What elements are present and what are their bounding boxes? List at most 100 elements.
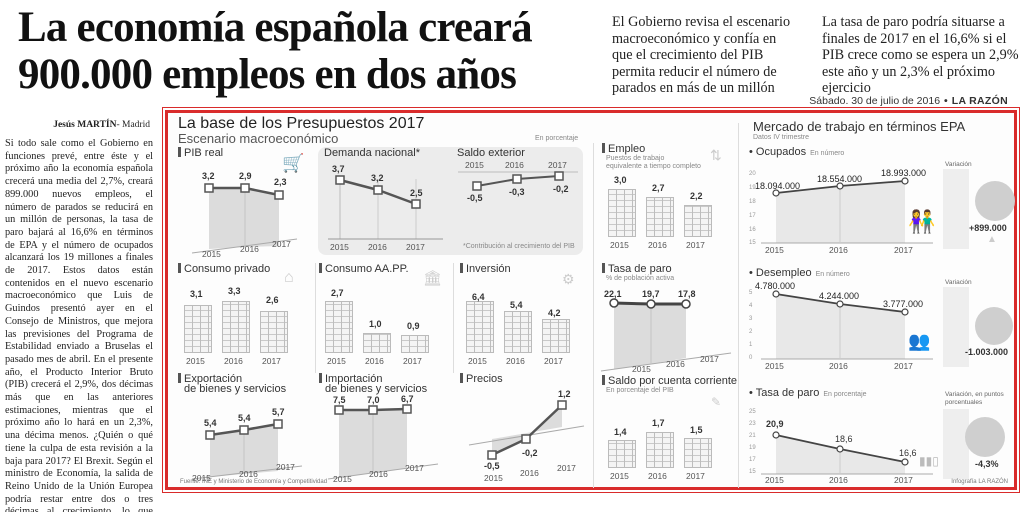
value-2016: 4.244.000: [819, 291, 860, 301]
value-2017: 2,5: [410, 188, 423, 198]
epa-title: Mercado de trabajo en términos EPA: [753, 119, 966, 134]
bar-2015: [466, 301, 494, 353]
panel-saldo-exterior: Saldo exterior 2015 2016 2017 -0,5 -0,3 …: [453, 147, 583, 255]
value-2016: 19,7: [642, 289, 660, 299]
panel-importacion: Importación de bienes y servicios 7,5 7,0…: [313, 373, 451, 485]
year-label: 2015: [192, 473, 211, 483]
value-2015: 4.780.000: [755, 281, 796, 291]
value-2016: 1,7: [652, 418, 665, 428]
value-2017: -0,2: [553, 184, 569, 194]
tasa-paro-epa-label: • Tasa de paro En porcentaje: [749, 387, 867, 399]
panel-title: Saldo por cuenta corriente: [602, 375, 737, 387]
bar-chart-icon: ▮▮▯: [919, 454, 939, 468]
y-tick: 19: [749, 445, 756, 451]
year-label: 2016: [368, 242, 387, 252]
value-2015: 7,5: [333, 395, 346, 405]
precios-chart: [468, 400, 585, 460]
location: - Madrid: [116, 120, 150, 130]
variation-circle: [975, 307, 1013, 345]
panel-title: PIB real: [178, 147, 223, 159]
year-label: 2015: [765, 475, 784, 485]
y-tick: 15: [749, 240, 756, 246]
year-label: 2016: [520, 468, 539, 478]
desempleo-label: • Desempleo En número: [749, 267, 850, 279]
year-label: 2016: [239, 469, 258, 479]
value-2017: 5,7: [272, 407, 285, 417]
divider: [453, 263, 454, 373]
infographic-title: La base de los Presupuestos 2017: [178, 115, 425, 132]
infographic-subtitle: Escenario macroeconómico: [178, 131, 339, 146]
y-tick: 0: [749, 355, 753, 361]
panel-epa: Mercado de trabajo en términos EPA Datos…: [743, 119, 1015, 489]
panel-title: Inversión: [460, 263, 511, 275]
year-label: 2017: [894, 361, 913, 371]
year-label: 2015: [765, 245, 784, 255]
value-2016: 3,2: [371, 173, 384, 183]
y-tick: 2: [749, 329, 753, 335]
infographic: La base de los Presupuestos 2017 Escenar…: [162, 107, 1020, 493]
bar-2017: [260, 311, 288, 353]
y-tick: 20: [749, 171, 756, 177]
demanda-chart: [328, 175, 443, 240]
author: Jesús MARTÍN: [53, 120, 117, 130]
dateline: Sábado. 30 de julio de 2016 • LA RAZÓN: [809, 95, 1008, 107]
panel-note: En porcentaje del PIB: [606, 387, 674, 394]
epa-subtitle: Datos IV trimestre: [753, 134, 810, 141]
year-label: 2016: [829, 475, 848, 485]
value-2015: 1,4: [614, 427, 627, 437]
panel-inversion: Inversión ⚙ 6,4 5,4 4,2 2015 2016 2017: [454, 263, 592, 371]
variation-column: [943, 409, 969, 479]
year-label: 2015: [465, 160, 484, 170]
year-label: 2016: [224, 356, 243, 366]
headline: La economía española creará 900.000 empl…: [18, 4, 533, 98]
panel-title: Consumo AA.PP.: [319, 263, 409, 275]
bar-2016: [646, 432, 674, 468]
bar-2017: [684, 205, 712, 237]
y-tick: 21: [749, 433, 756, 439]
panel-note: % de población activa: [606, 275, 675, 282]
variation-value: -4,3%: [975, 459, 999, 469]
value-2015: 6,4: [472, 292, 485, 302]
variation-column: [943, 169, 969, 249]
year-label: 2017: [405, 463, 424, 473]
variation-column: [943, 287, 969, 367]
divider: [738, 123, 739, 488]
year-label: 2017: [406, 242, 425, 252]
panel-title: Precios: [460, 373, 503, 385]
value-2015: -0,5: [484, 461, 500, 471]
year-label: 2017: [686, 240, 705, 250]
value-2016: 18,6: [835, 434, 853, 444]
bar-2017: [542, 319, 570, 353]
panel-title: Consumo privado: [178, 263, 270, 275]
year-label: 2016: [666, 359, 685, 369]
panel-empleo: Empleo Puestos de trabajo equivalente a …: [596, 143, 736, 255]
panel-note: Puestos de trabajo equivalente a tiempo …: [606, 155, 701, 170]
credit-note: Infografía LA RAZÓN: [951, 479, 1008, 485]
divider: [315, 263, 316, 373]
year-label: 2016: [648, 240, 667, 250]
bar-area: [325, 301, 445, 353]
ocupados-label: • Ocupados En número: [749, 146, 845, 158]
value-2016: -0,3: [509, 187, 525, 197]
year-label: 2016: [506, 356, 525, 366]
year-label: 2016: [365, 356, 384, 366]
year-label: 2016: [829, 245, 848, 255]
tasa-paro-epa-chart: [761, 431, 933, 475]
year-label: 2017: [894, 475, 913, 485]
year-label: 2017: [262, 356, 281, 366]
value-2017: 17,8: [678, 289, 696, 299]
year-label: 2016: [240, 244, 259, 254]
cart-icon: 🛒: [282, 153, 305, 173]
year-label: 2016: [505, 160, 524, 170]
bar-2016: [363, 333, 391, 353]
y-tick: 18: [749, 199, 756, 205]
value-2015: 22,1: [604, 289, 622, 299]
id-badge-icon: ⇅: [710, 147, 722, 163]
value-2017: 2,3: [274, 177, 287, 187]
value-2017: 4,2: [548, 308, 561, 318]
people-icon: 👥: [908, 331, 931, 351]
year-label: 2015: [468, 356, 487, 366]
year-label: 2015: [333, 474, 352, 484]
panel-consumo-privado: Consumo privado ⌂ 3,1 3,3 2,6 2015 2016 …: [172, 263, 312, 371]
variation-value: +899.000: [969, 223, 1007, 233]
